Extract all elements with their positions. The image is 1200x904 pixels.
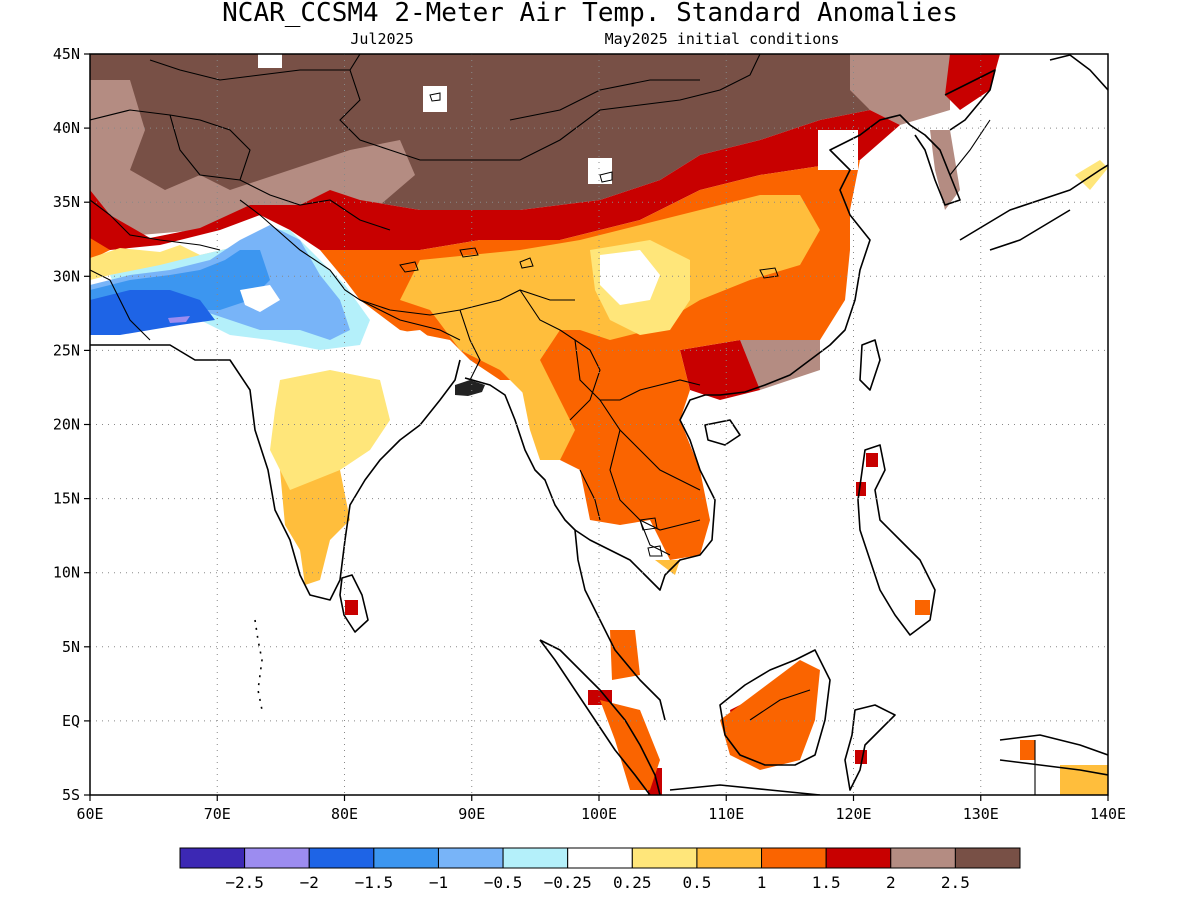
lon-tick-label: 100E xyxy=(581,805,617,823)
country-borders xyxy=(90,54,1036,795)
plot-area xyxy=(90,54,1108,795)
legend-label: −2 xyxy=(300,873,319,892)
lat-tick-label: 15N xyxy=(53,490,80,508)
legend-swatch xyxy=(179,847,246,869)
color-legend: −2.5 −2 −1.5 −1 −0.5 −0.25 0.25 0.5 1 1.5 2 2.5 xyxy=(179,847,1021,892)
lat-tick-label: EQ xyxy=(62,712,80,730)
legend-swatch xyxy=(567,847,633,869)
lat-tick-label: 20N xyxy=(53,416,80,434)
map-title: NCAR_CCSM4 2-Meter Air Temp. Standard An… xyxy=(222,0,958,28)
legend-swatch xyxy=(761,847,827,869)
lon-tick-label: 90E xyxy=(458,805,485,823)
legend-swatch xyxy=(696,847,763,869)
lon-tick-label: 130E xyxy=(963,805,999,823)
legend-label: 2 xyxy=(886,873,896,892)
legend-label: 1.5 xyxy=(812,873,841,892)
anomaly-region-gt-2-5 xyxy=(90,54,870,210)
lon-tick-label: 120E xyxy=(835,805,871,823)
lon-tick-label: 140E xyxy=(1090,805,1126,823)
longitude-axis: 60E 70E 80E 90E 100E 110E 120E 130E 140E xyxy=(76,795,1126,823)
lon-tick-label: 60E xyxy=(76,805,103,823)
legend-swatch xyxy=(308,847,375,869)
lon-tick-label: 110E xyxy=(708,805,744,823)
legend-swatch xyxy=(502,847,569,869)
anomaly-region-neg-2-5-neg-2 xyxy=(168,316,190,323)
legend-swatch xyxy=(954,847,1021,869)
lat-tick-label: 35N xyxy=(53,193,80,211)
lat-tick-label: 40N xyxy=(53,119,80,137)
legend-label: 2.5 xyxy=(941,873,970,892)
legend-swatch xyxy=(631,847,698,869)
legend-label: 1 xyxy=(757,873,767,892)
lat-tick-label: 25N xyxy=(53,341,80,359)
lat-tick-label: 5S xyxy=(62,786,80,804)
lat-tick-label: 30N xyxy=(53,267,80,285)
anomaly-region-1-5-2 xyxy=(90,110,900,250)
legend-label: −0.5 xyxy=(484,873,523,892)
valid-month-label: Jul2025 xyxy=(350,30,413,48)
legend-label: −2.5 xyxy=(225,873,264,892)
lat-tick-label: 45N xyxy=(53,45,80,63)
init-conditions-label: May2025 initial conditions xyxy=(605,30,840,48)
legend-swatch xyxy=(437,847,504,869)
lat-tick-label: 5N xyxy=(62,638,80,656)
legend-label: 0.25 xyxy=(613,873,652,892)
legend-label: −1 xyxy=(429,873,448,892)
coastlines xyxy=(90,54,1108,795)
legend-swatch xyxy=(890,847,956,869)
legend-label: −0.25 xyxy=(544,873,592,892)
legend-label: 0.5 xyxy=(682,873,711,892)
anomaly-region-neg-2-neg-1-5 xyxy=(90,290,215,335)
legend-swatch xyxy=(244,847,310,869)
legend-swatch xyxy=(373,847,439,869)
latitude-axis: 45N 40N 35N 30N 25N 20N 15N 10N 5N EQ 5S xyxy=(53,45,90,804)
lon-tick-label: 80E xyxy=(331,805,358,823)
lon-tick-label: 70E xyxy=(204,805,231,823)
legend-label: −1.5 xyxy=(355,873,394,892)
legend-swatch xyxy=(825,847,892,869)
lat-tick-label: 10N xyxy=(53,564,80,582)
